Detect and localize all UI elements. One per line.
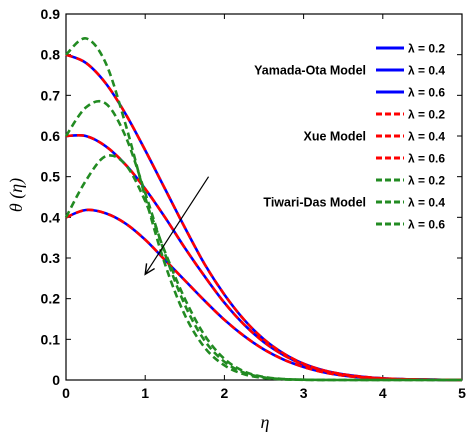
- annotation-arrow-head: [144, 263, 155, 276]
- y-tick-label: 0.6: [41, 128, 61, 144]
- y-tick-label: 0: [52, 372, 60, 388]
- legend-group-label: Yamada-Ota Model: [254, 64, 366, 78]
- legend-entry-label: λ = 0.4: [408, 64, 445, 78]
- legend-group-label: Tiwari-Das Model: [263, 196, 366, 210]
- legend-entry-label: λ = 0.6: [408, 218, 445, 232]
- legend-entry-label: λ = 0.4: [408, 130, 445, 144]
- x-tick-label: 3: [300, 385, 308, 401]
- series-line-yamada-ota-lambda-0-2: [65, 53, 463, 382]
- x-tick-label: 5: [458, 385, 466, 401]
- x-tick-label: 4: [379, 385, 387, 401]
- y-axis-title: θ (η): [6, 178, 27, 212]
- x-axis-title: η: [261, 412, 270, 432]
- legend-entry-label: λ = 0.2: [408, 42, 445, 56]
- y-tick-label: 0.7: [41, 87, 61, 103]
- series-line-xue-lambda-0-2: [65, 53, 463, 382]
- annotation-arrow-line: [144, 176, 210, 275]
- y-tick-label: 0.9: [41, 6, 61, 22]
- legend: λ = 0.2 λ = 0.4 λ = 0.6 λ = 0.2 λ = 0.4 λ = 0…: [254, 42, 445, 232]
- legend-entry-label: λ = 0.6: [408, 86, 445, 100]
- x-tick-label: 1: [141, 385, 149, 401]
- x-tick-label: 0: [62, 385, 70, 401]
- plot-area: 0 1 2 3 4 5 0 0.1 0.2 0.3 0.4 0.5 0.6 0.7 0.8 0.9: [41, 6, 467, 401]
- y-tick-label: 0.8: [41, 47, 61, 63]
- axes-frame: [65, 13, 463, 381]
- series-line-yamada-ota-lambda-0-4: [65, 133, 463, 382]
- y-tick-label: 0.5: [41, 169, 61, 185]
- series-line-tiwari-das-lambda-0-6: [64, 154, 462, 382]
- x-tick-label: 2: [221, 385, 229, 401]
- y-tick-label: 0.4: [41, 209, 61, 225]
- legend-entry-label: λ = 0.6: [408, 152, 445, 166]
- legend-entry-label: λ = 0.4: [408, 196, 445, 210]
- series-line-tiwari-das-lambda-0-4: [64, 99, 462, 382]
- legend-group-label: Xue Model: [303, 130, 366, 144]
- legend-entry-label: λ = 0.2: [408, 108, 445, 122]
- y-tick-label: 0.2: [41, 291, 61, 307]
- legend-entry-label: λ = 0.2: [408, 174, 445, 188]
- y-tick-label: 0.1: [41, 331, 61, 347]
- series-line-yamada-ota-lambda-0-6: [65, 208, 463, 382]
- series-line-xue-lambda-0-6: [65, 208, 463, 382]
- y-tick-label: 0.3: [41, 250, 61, 266]
